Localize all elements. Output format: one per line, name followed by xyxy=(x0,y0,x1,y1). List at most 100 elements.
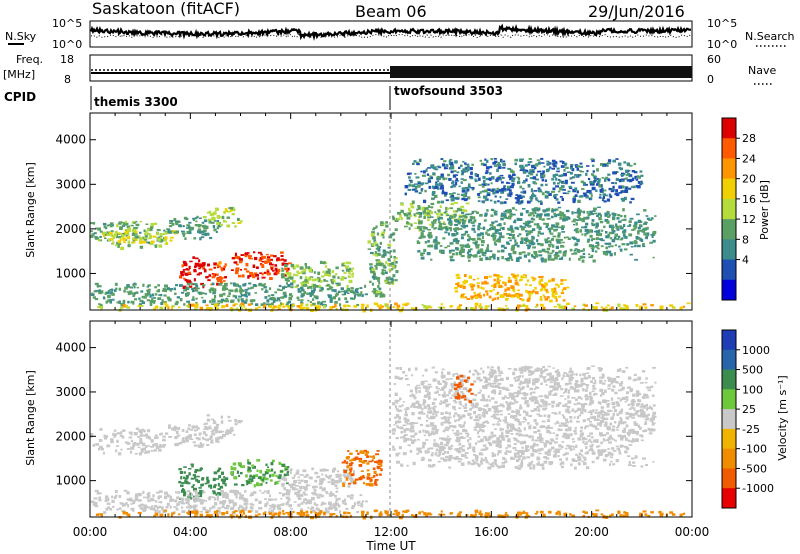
power-cell xyxy=(407,188,412,191)
power-cell xyxy=(519,225,522,228)
velocity-cell xyxy=(603,413,608,416)
power-cell xyxy=(515,242,518,245)
velocity-cell xyxy=(519,380,523,383)
power-cell xyxy=(414,183,418,185)
power-cell xyxy=(155,293,158,296)
power-cell xyxy=(496,224,500,227)
power-cell xyxy=(576,165,580,168)
power-cell xyxy=(520,212,524,216)
power-cell xyxy=(488,295,492,299)
power-cell xyxy=(631,177,635,181)
power-cell xyxy=(261,283,266,286)
velocity-cell xyxy=(591,436,594,439)
power-cell xyxy=(485,178,489,181)
power-cell xyxy=(187,271,191,275)
power-cell xyxy=(408,183,411,187)
power-cell xyxy=(449,251,452,254)
power-cell xyxy=(173,287,176,291)
power-cell xyxy=(146,293,149,297)
velocity-cell xyxy=(181,506,184,509)
velocity-cell xyxy=(368,460,373,463)
velocity-cell xyxy=(229,490,233,493)
velocity-cell xyxy=(413,434,416,437)
power-cell xyxy=(213,303,218,308)
velocity-cell xyxy=(440,422,444,425)
velocity-cell xyxy=(586,466,590,470)
power-cell xyxy=(93,290,98,293)
power-cell xyxy=(337,290,341,293)
power-cell xyxy=(444,211,447,214)
power-cell xyxy=(438,216,443,219)
velocity-cell xyxy=(141,428,144,432)
velocity-cell xyxy=(268,494,272,498)
velocity-cell xyxy=(290,508,293,510)
power-cell xyxy=(304,279,308,283)
power-cell xyxy=(615,225,620,229)
power-cell xyxy=(555,283,558,286)
velocity-cell xyxy=(230,471,234,475)
velocity-cell xyxy=(247,462,252,465)
velocity-cell xyxy=(217,482,220,487)
power-cell xyxy=(371,282,374,286)
power-cell xyxy=(106,233,110,236)
velocity-cell xyxy=(213,471,218,475)
velocity-cell xyxy=(475,422,480,426)
power-cell xyxy=(531,169,535,171)
power-cell xyxy=(503,292,508,296)
power-cell xyxy=(499,275,503,278)
velocity-cell xyxy=(116,445,120,447)
power-cell xyxy=(515,209,518,211)
velocity-cell xyxy=(504,418,507,422)
power-cell xyxy=(195,220,198,223)
power-cell xyxy=(339,303,342,307)
velocity-cell xyxy=(487,382,491,386)
velocity-cell xyxy=(220,489,224,493)
power-cell xyxy=(496,190,500,193)
power-cell xyxy=(158,244,163,248)
velocity-cell xyxy=(584,457,587,460)
power-cell xyxy=(147,237,152,240)
velocity-cell xyxy=(229,420,232,422)
power-cell xyxy=(189,285,193,288)
power-cell xyxy=(633,162,637,166)
power-cell xyxy=(325,270,330,274)
power-cell xyxy=(238,285,242,288)
velocity-cell xyxy=(518,427,521,430)
power-cell xyxy=(318,289,323,292)
velocity-cell xyxy=(403,438,408,441)
power-cell xyxy=(221,215,225,220)
power-cell xyxy=(410,214,413,217)
velocity-cell xyxy=(304,486,308,490)
power-cell xyxy=(549,232,554,235)
power-cell xyxy=(493,200,497,204)
power-cell xyxy=(169,236,174,239)
velocity-cell xyxy=(447,417,450,421)
power-cell xyxy=(296,270,300,273)
power-cell xyxy=(491,189,494,192)
power-cell xyxy=(455,220,458,223)
power-cell xyxy=(380,221,384,224)
power-cell xyxy=(378,260,382,263)
power-cell xyxy=(247,292,251,296)
power-cell xyxy=(617,162,622,166)
power-cell xyxy=(614,233,619,237)
power-cell xyxy=(481,239,485,244)
freq-tick-top: 18 xyxy=(60,53,74,66)
power-cell xyxy=(434,246,438,250)
power-cell xyxy=(501,213,505,216)
velocity-cell xyxy=(490,415,495,418)
velocity-cell xyxy=(225,493,229,497)
velocity-cell xyxy=(259,469,263,474)
velocity-cell xyxy=(338,504,341,507)
velocity-cell xyxy=(547,365,551,368)
power-cell xyxy=(485,231,488,235)
power-cell xyxy=(302,294,305,296)
power-cell xyxy=(526,200,531,204)
freq-tick-bottom: 8 xyxy=(64,73,71,86)
power-cell xyxy=(288,307,291,310)
velocity-cell xyxy=(178,441,183,445)
velocity-cell xyxy=(581,436,586,441)
velocity-cell xyxy=(582,456,586,459)
velocity-cell xyxy=(349,468,352,473)
power-cell xyxy=(392,249,396,253)
